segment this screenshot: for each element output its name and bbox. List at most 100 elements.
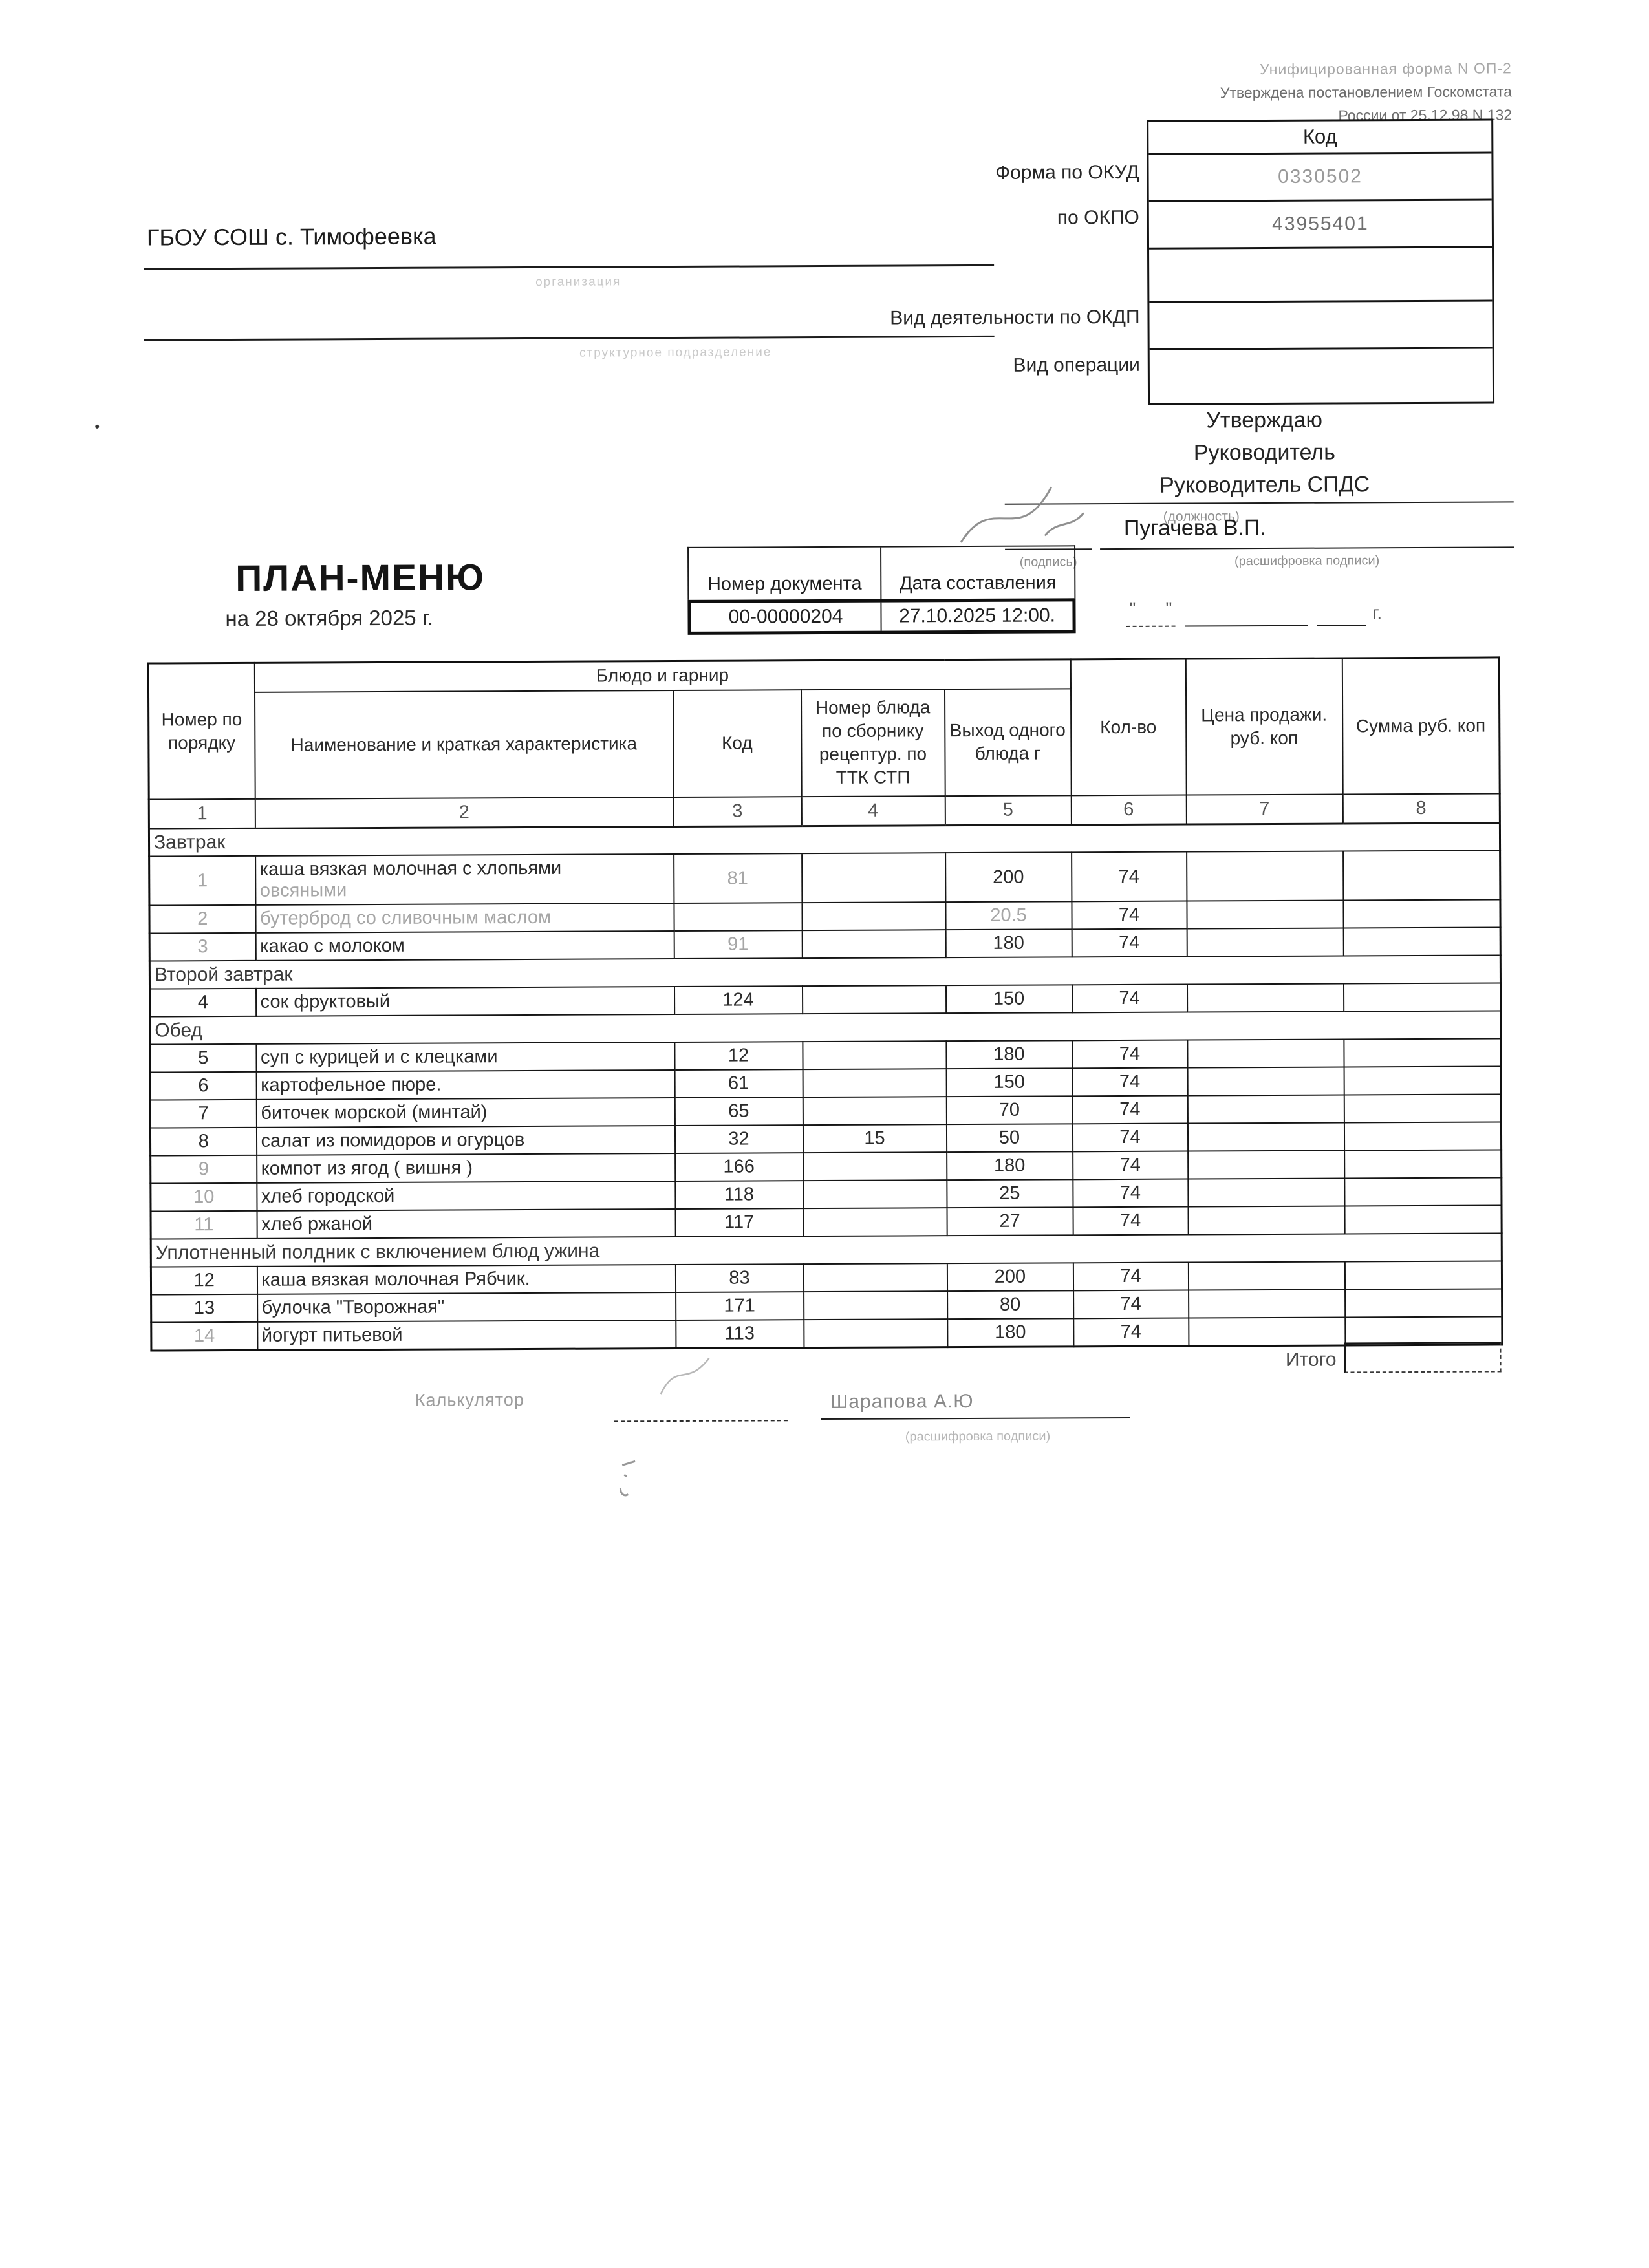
col-number: 6 [1071, 795, 1187, 825]
okdp-label: Вид деятельности по ОКДП [890, 306, 1140, 329]
cell-name: хлеб ржаной [257, 1209, 676, 1239]
cell-out: 50 [946, 1124, 1073, 1153]
form-note-line1: Унифицированная форма N ОП-2 [1260, 59, 1512, 78]
cell-sum [1344, 1316, 1502, 1345]
cell-name: биточек морской (минтай) [256, 1098, 675, 1128]
cell-num: 9 [150, 1155, 257, 1184]
cell-out: 200 [945, 852, 1072, 903]
form-regulation-note: Унифицированная форма N ОП-2 Утверждена … [836, 56, 1512, 129]
cell-out: 80 [947, 1290, 1073, 1320]
cell-sum [1343, 983, 1501, 1012]
cell-num: 1 [149, 855, 255, 906]
cell-recipe [802, 985, 946, 1014]
group-header-row: Номер по порядку Блюдо и гарнир Кол-во Ц… [148, 657, 1500, 800]
organization-name: ГБОУ СОШ с. Тимофеевка [146, 222, 436, 251]
cell-sum [1344, 1261, 1502, 1290]
cell-num: 12 [151, 1266, 257, 1295]
cell-recipe [802, 1041, 947, 1070]
document-title: ПЛАН-МЕНЮ [235, 557, 486, 599]
cell-code: 65 [674, 1097, 803, 1126]
calculator-signature-line [614, 1420, 788, 1422]
cell-name: какао с молоком [255, 931, 674, 961]
signer-name-underline [1100, 546, 1514, 550]
cell-code: 113 [675, 1320, 804, 1349]
col-header-price: Цена продажи. руб. коп [1185, 658, 1343, 795]
cell-qty: 74 [1072, 1206, 1189, 1236]
cell-num: 13 [151, 1294, 257, 1323]
calculator-signer-name: Шарапова А.Ю [830, 1390, 974, 1413]
doc-date-label: Дата составления [899, 572, 1057, 594]
cell-name: йогурт питьевой [257, 1320, 676, 1350]
cell-recipe [803, 1291, 947, 1320]
cell-out: 70 [946, 1096, 1073, 1125]
cell-num: 2 [149, 904, 256, 934]
col-header-num: Номер по порядку [148, 663, 255, 800]
date-quote-open: " [1129, 598, 1136, 619]
doc-number-value-row: 00-00000204 27.10.2025 12:00. [687, 598, 1076, 635]
cell-num: 3 [149, 932, 256, 961]
cell-qty: 74 [1072, 1151, 1188, 1180]
footer-decrypt-label: (расшифровка подписи) [905, 1429, 1051, 1444]
code-box-title: Код [1148, 120, 1492, 155]
cell-sum [1343, 927, 1501, 956]
cell-recipe [803, 1208, 947, 1237]
cell-recipe [803, 1097, 947, 1126]
cell-name: салат из помидоров и огурцов [256, 1126, 675, 1155]
total-label: Итого [1285, 1349, 1337, 1371]
cell-price [1187, 1095, 1344, 1124]
cell-name: каша вязкая молочная Рябчик. [257, 1265, 676, 1294]
cell-sum [1344, 1122, 1502, 1151]
cell-recipe [803, 1319, 947, 1348]
cell-num: 14 [151, 1321, 257, 1351]
cell-sum [1342, 899, 1501, 928]
col-header-qty: Кол-во [1070, 659, 1187, 795]
organization-underline [144, 264, 995, 270]
cell-qty: 74 [1072, 984, 1187, 1013]
cell-code: 166 [674, 1153, 803, 1182]
cell-price [1186, 900, 1344, 929]
cell-price [1187, 1067, 1344, 1096]
cell-code: 83 [675, 1264, 804, 1293]
cell-code: 117 [675, 1208, 804, 1237]
cell-code: 81 [673, 853, 802, 904]
cell-price [1187, 928, 1344, 957]
table-row: 14 йогурт питьевой 113 180 74 [151, 1316, 1502, 1351]
cell-price [1188, 1289, 1345, 1318]
cell-out: 27 [947, 1207, 1073, 1236]
cell-code [673, 903, 803, 932]
col-number: 5 [945, 795, 1072, 826]
cell-code: 91 [674, 930, 803, 959]
cell-name: булочка "Творожная" [257, 1292, 676, 1322]
cell-name: каша вязкая молочная с хлопьями овсяными [255, 854, 674, 905]
cell-price [1188, 1317, 1345, 1346]
cell-sum [1343, 1038, 1502, 1067]
col-number: 8 [1342, 793, 1500, 824]
form-note-line2: Утверждена постановлением Госкомстата [1220, 83, 1513, 102]
cell-qty: 74 [1071, 851, 1187, 902]
cell-name: бутерброд со сливочным маслом [255, 903, 674, 933]
cell-recipe [803, 1152, 947, 1181]
organization-label: организация [535, 275, 621, 289]
cell-qty: 74 [1072, 1123, 1188, 1152]
cell-sum [1344, 1094, 1502, 1123]
cell-qty: 74 [1072, 1179, 1188, 1208]
cell-out: 20.5 [945, 901, 1072, 930]
cell-name: суп с курицей и с клецками [255, 1042, 675, 1072]
calculator-name-underline [821, 1417, 1130, 1420]
cell-out: 150 [945, 985, 1072, 1014]
scan-artifact-dot [95, 424, 100, 429]
doc-number-value: 00-00000204 [691, 602, 882, 632]
cell-sum [1344, 1289, 1502, 1318]
cell-recipe [803, 1069, 947, 1098]
menu-table: Номер по порядку Блюдо и гарнир Кол-во Ц… [147, 656, 1503, 1352]
cell-code: 12 [674, 1042, 803, 1071]
cell-price [1187, 1150, 1344, 1179]
code-box: Код 0330502 43955401 [1147, 118, 1495, 405]
code-box-value [1149, 248, 1493, 303]
cell-out: 150 [946, 1068, 1073, 1097]
col-header-name: Наименование и краткая характеристика [254, 690, 674, 799]
col-number: 2 [255, 797, 674, 828]
date-blank-2 [1185, 625, 1308, 627]
stray-mark [619, 1460, 636, 1497]
